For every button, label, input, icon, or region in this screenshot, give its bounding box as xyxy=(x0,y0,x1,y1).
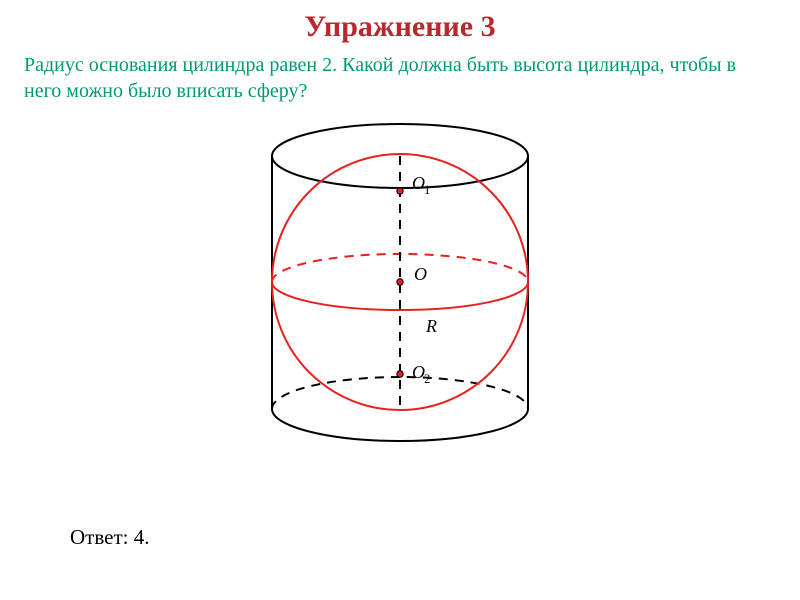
svg-text:1: 1 xyxy=(424,183,430,197)
svg-text:R: R xyxy=(425,316,437,336)
svg-text:O: O xyxy=(414,264,427,284)
answer-prefix: Ответ: xyxy=(70,525,134,549)
answer-line: Ответ: 4. xyxy=(70,525,149,550)
problem-statement: Радиус основания цилиндра равен 2. Какой… xyxy=(0,44,800,104)
diagram-container: O1OO2R xyxy=(0,114,800,454)
cylinder-sphere-diagram: O1OO2R xyxy=(230,114,570,454)
svg-text:2: 2 xyxy=(424,372,430,386)
exercise-title: Упражнение 3 xyxy=(0,0,800,44)
answer-value: 4. xyxy=(134,525,150,549)
